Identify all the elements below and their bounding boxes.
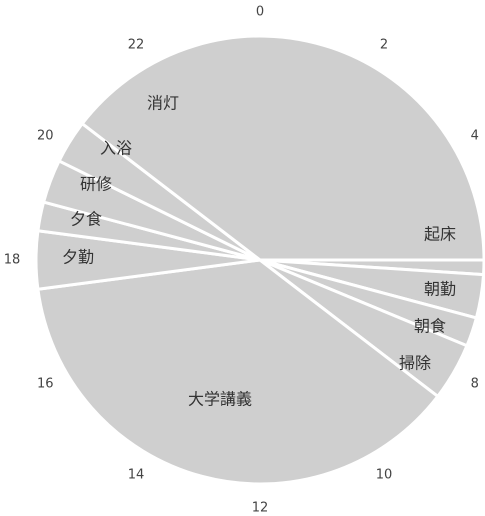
slice-label: 夕勤 xyxy=(62,248,94,267)
hour-tick-label: 8 xyxy=(471,377,479,392)
slice-label: 夕食 xyxy=(70,210,102,229)
hour-tick-label: 12 xyxy=(252,501,269,516)
slice-label: 朝勤 xyxy=(424,280,456,299)
hour-tick-label: 4 xyxy=(471,129,479,144)
slice-label: 起床 xyxy=(424,225,456,244)
slice-label: 入浴 xyxy=(100,139,132,158)
slice-label: 朝食 xyxy=(414,317,446,336)
hour-tick-label: 20 xyxy=(37,129,54,144)
hour-tick-label: 10 xyxy=(376,467,393,482)
hour-tick-label: 2 xyxy=(380,38,388,53)
hour-tick-label: 0 xyxy=(256,5,264,20)
hour-tick-label: 18 xyxy=(4,253,21,268)
slice-label: 掃除 xyxy=(399,354,431,373)
slice-label: 研修 xyxy=(80,175,112,194)
pie-slice xyxy=(36,258,440,486)
hour-tick-label: 14 xyxy=(128,467,145,482)
slice-label: 消灯 xyxy=(147,94,179,113)
hour-tick-label: 16 xyxy=(37,377,54,392)
slice-label: 大学講義 xyxy=(188,390,252,409)
pie-slice xyxy=(80,34,485,262)
hour-tick-label: 22 xyxy=(128,38,145,53)
